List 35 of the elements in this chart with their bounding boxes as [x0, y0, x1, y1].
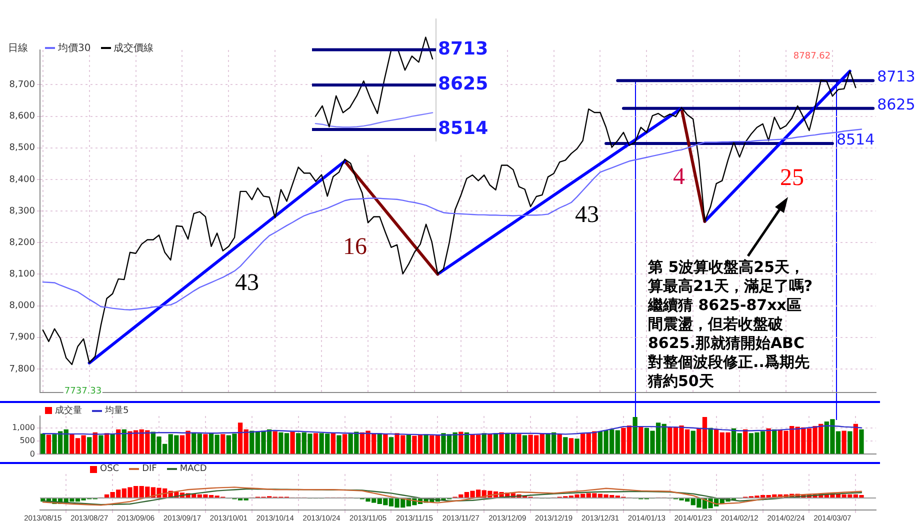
legend-label: DIF: [142, 464, 157, 474]
series-label: 8625: [877, 95, 916, 114]
y-tick-label: 8,000: [9, 301, 36, 312]
y-tick-label: 8625: [438, 74, 488, 95]
legend-label: 成交價線: [114, 42, 154, 55]
annotation: 第 5波算收盤高25天，算最高21天，滿足了嗎?繼續猜 8625-87xx區間震盪，但若收盤破8625.那就猜開始ABC對整個波段修正..爲期先猜約50天: [648, 258, 814, 391]
series-label: 8713: [877, 68, 916, 86]
legend-label: 均量5: [105, 404, 129, 417]
y-tick-label: 1,000: [12, 422, 35, 432]
y-tick-label: 8,100: [9, 270, 36, 280]
y-tick-label: 8,400: [9, 174, 36, 185]
y-tick-label: 8,500: [9, 143, 36, 154]
annotation: 25: [780, 165, 804, 191]
legend-label: 均價30: [58, 42, 91, 55]
y-tick-label: 8514: [438, 118, 488, 140]
y-tick-label: 8,200: [9, 238, 36, 248]
annotation: 43: [575, 202, 599, 228]
y-tick-label: 7,800: [9, 364, 36, 374]
legend-label: OSC: [100, 464, 120, 474]
annotation: 16: [343, 234, 367, 260]
legend-label: MACD: [180, 464, 207, 474]
y-tick-label: 8,300: [9, 206, 36, 216]
y-tick-label: 8,600: [9, 112, 36, 122]
y-tick-label: 8,700: [9, 80, 36, 90]
annotation: 4: [673, 164, 685, 190]
y-tick-label: 7,900: [9, 332, 36, 343]
y-tick-label: 500: [20, 436, 35, 446]
y-tick-label: 8713: [438, 38, 488, 60]
annotation: 8787.62: [792, 52, 832, 62]
annotation: 43: [235, 270, 259, 296]
chart-title: 日線: [8, 42, 28, 55]
y-tick-label: 0: [30, 449, 35, 458]
legend-label: 成交量: [55, 404, 82, 417]
series-label: 8514: [836, 130, 875, 148]
annotation: 7737.33: [63, 386, 103, 396]
